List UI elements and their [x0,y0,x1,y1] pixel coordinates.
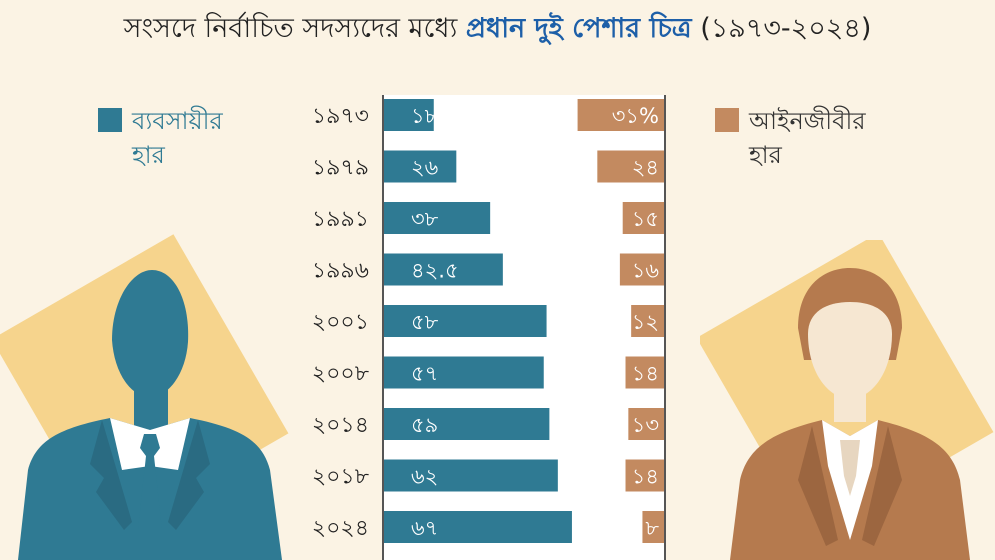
bar-lawyer [642,511,665,543]
legend-lawyer-swatch [715,108,739,132]
bar-business [383,459,558,492]
bar-business [383,253,503,286]
bar-business-value-label: ১৮% [411,104,458,128]
bar-lawyer-value-label: ১৫ [632,207,659,231]
title-prefix: সংসদে নির্বাচিত সদস্যদের মধ্যে [123,13,458,44]
legend-lawyer: আইনজীবীর হার [715,104,935,172]
bar-lawyer-value-label: ৮ [645,516,659,540]
bar-business [383,99,434,131]
legend-business: ব্যবসায়ীর হার [98,104,298,172]
bar-lawyer-value-label: ১৩ [632,413,659,437]
bar-business [383,408,550,440]
lawyer-silhouette-icon [700,240,994,560]
year-label: ২০০৮ [312,362,369,387]
bar-lawyer [625,356,665,389]
year-label: ২০১৮ [312,465,369,490]
year-label: ১৯৯৬ [312,259,369,284]
year-label: ১৯৯১ [312,207,369,232]
bar-lawyer-value-label: ১২ [632,310,659,334]
bar-business-value-label: ৪২.৫ [411,259,459,283]
bar-lawyer-value-label: ১৪ [632,465,659,489]
bar-business [383,305,547,337]
bar-business-value-label: ৬৭ [411,516,438,540]
bar-business-value-label: ২৬ [411,156,438,180]
bar-business [383,202,491,234]
title-highlight: প্রধান দুই পেশার চিত্র [465,13,692,44]
bar-business-value-label: ৬২ [411,465,438,489]
bar-lawyer-value-label: ২৪ [632,156,659,180]
year-label: ১৯৭৯ [312,156,369,181]
bar-business [383,356,544,389]
year-label: ২০০১ [312,310,369,335]
bar-lawyer [625,459,665,492]
bar-business-value-label: ৩৮ [411,207,439,231]
bar-lawyer-value-label: ১৪ [632,362,659,386]
bar-chart: ১৯৭৩ ১৮% ৩১% ১৯৭৯ ২৬ ২৪ ১৯৯১ ৩৮ ১৫ ১৯৯৬ ৪২.৫ ১৬ ২০০১… [312,95,666,560]
bar-lawyer-value-label: ৩১% [612,104,659,128]
legend-business-label-line1: ব্যবসায়ীর [132,107,223,135]
bar-business-value-label: ৫৮ [411,310,439,334]
bar-lawyer [597,150,665,183]
legend-business-swatch [98,108,122,132]
legend-lawyer-label-line2: হার [749,141,782,169]
bar-business-value-label: ৫৯ [411,413,438,437]
year-label: ২০২৪ [312,516,369,541]
year-label: ২০১৪ [312,413,369,438]
bar-lawyer [622,202,665,234]
bar-lawyer [577,99,665,131]
bar-lawyer [619,253,665,286]
legend-business-label-line2: হার [132,141,165,169]
year-label: ১৯৭৩ [312,104,369,129]
bar-lawyer [628,408,665,440]
bar-business-value-label: ৫৭ [411,362,438,386]
bar-lawyer [631,305,665,337]
chart-title: সংসদে নির্বাচিত সদস্যদের মধ্যে প্রধান দু… [0,8,995,53]
title-suffix: (১৯৭৩-২০২৪) [700,13,872,44]
bar-business [383,511,572,543]
bar-lawyer-value-label: ১৬ [632,259,659,283]
bar-business [383,150,457,183]
legend-lawyer-label-line1: আইনজীবীর [749,107,866,135]
businessman-silhouette-icon [0,234,289,560]
